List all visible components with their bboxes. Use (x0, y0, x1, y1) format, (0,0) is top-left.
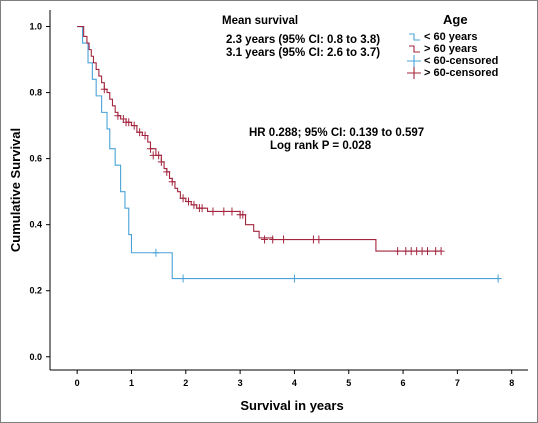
censor-mark (261, 235, 269, 244)
x-tick-label: 6 (401, 378, 406, 388)
x-axis-title: Survival in years (240, 398, 343, 413)
censor-mark (168, 177, 176, 186)
x-ticks: 0 1 2 3 4 5 6 7 8 (75, 370, 514, 388)
x-tick-label: 7 (455, 378, 460, 388)
y-tick-label: 0.6 (29, 154, 42, 164)
censor-mark (290, 274, 298, 283)
x-tick-label: 3 (238, 378, 243, 388)
censor-mark (209, 207, 217, 216)
censor-mark (141, 131, 149, 140)
y-tick-label: 0.2 (29, 286, 42, 296)
survival-curve-lt60 (77, 25, 501, 280)
legend-line-swatch (409, 33, 420, 41)
legend-label: > 60-censored (424, 67, 498, 79)
legend-label: < 60-censored (424, 55, 498, 67)
censor-mark (146, 144, 154, 153)
legend-line-swatch (409, 45, 420, 53)
legend-plus-swatch (407, 67, 421, 79)
series-layer (77, 25, 502, 283)
legend-plus-swatch (407, 55, 421, 67)
mean-survival-header: Mean survival (222, 15, 298, 27)
censor-mark (152, 248, 160, 257)
log-rank-text: Log rank P = 0.028 (270, 140, 372, 152)
censor-mark (437, 247, 445, 256)
x-tick-label: 4 (292, 378, 297, 388)
censor-mark (136, 128, 144, 137)
legend-label: > 60 years (424, 43, 478, 55)
y-tick-label: 0.0 (29, 352, 42, 362)
y-tick-label: 0.4 (29, 220, 42, 230)
hazard-ratio-text: HR 0.288; 95% CI: 0.139 to 0.597 (249, 127, 424, 139)
censor-mark (114, 111, 122, 120)
censor-mark (424, 247, 432, 256)
censor-mark (239, 210, 247, 219)
legend: Age < 60 years> 60 years< 60-censored> 6… (407, 12, 498, 79)
censor-mark (228, 207, 236, 216)
censor-mark (190, 200, 198, 209)
legend-label: < 60 years (424, 31, 478, 43)
censor-mark (494, 274, 502, 283)
survival-curve-gt60 (77, 25, 442, 252)
mean-survival-gt60: 3.1 years (95% CI: 2.6 to 3.7) (226, 47, 380, 59)
censor-mark (125, 118, 133, 127)
censor-mark (394, 247, 402, 256)
y-tick-label: 0.8 (29, 88, 42, 98)
x-tick-label: 2 (183, 378, 188, 388)
censor-mark (315, 235, 323, 244)
x-tick-label: 1 (129, 378, 134, 388)
censor-mark (269, 235, 277, 244)
x-tick-label: 5 (346, 378, 351, 388)
censor-mark (280, 235, 288, 244)
y-tick-label: 1.0 (29, 22, 42, 32)
censor-mark (179, 194, 187, 203)
x-tick-label: 8 (509, 378, 514, 388)
censor-mark (163, 167, 171, 176)
censor-mark (220, 207, 228, 216)
censor-mark (198, 204, 206, 213)
legend-title: Age (443, 12, 468, 27)
censor-mark (130, 121, 138, 130)
censor-mark (157, 157, 165, 166)
x-tick-label: 0 (75, 378, 80, 388)
mean-survival-lt60: 2.3 years (95% CI: 0.8 to 3.8) (226, 34, 380, 46)
y-axis-title: Cumulative Survival (8, 128, 23, 252)
censor-mark (179, 274, 187, 283)
censor-mark (185, 197, 193, 206)
y-ticks: 0.0 0.2 0.4 0.6 0.8 1.0 (29, 22, 50, 362)
censor-mark (100, 85, 108, 94)
censor-mark (155, 151, 163, 160)
